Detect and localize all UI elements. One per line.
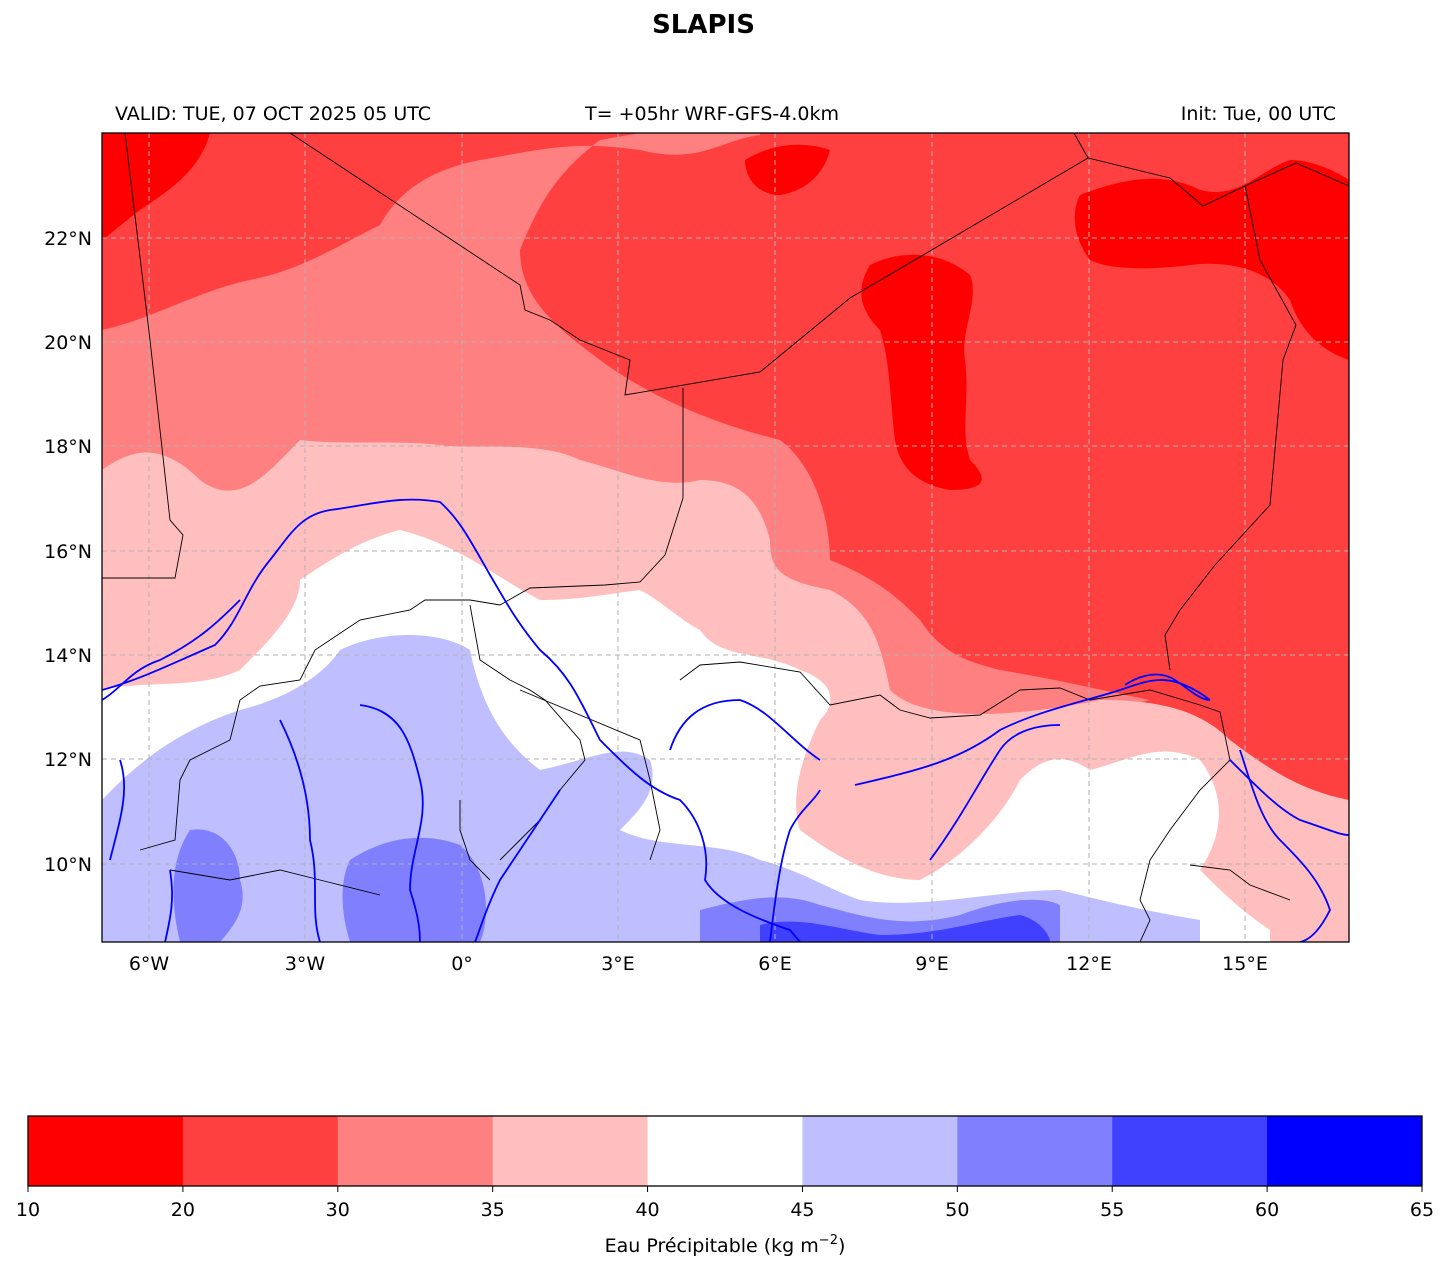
comoe-river [164,869,173,942]
komadugu-river [929,724,1061,861]
benue-river [854,679,1211,786]
niger-river [102,498,801,942]
colorbar-tick-label: 30 [326,1199,350,1221]
bani-river [109,759,126,861]
lat-tick: 14°N [44,645,92,667]
chari-river [1229,759,1349,836]
lon-tick: 15°E [1222,953,1268,975]
niger-inland-delta [102,599,241,701]
colorbar-swatch [957,1116,1113,1186]
lon-tick: 3°E [601,953,635,975]
colorbar-tick-label: 45 [790,1199,814,1221]
lat-tick: 12°N [44,749,92,771]
lon-tick: 0° [451,953,473,975]
colorbar-swatch [802,1116,958,1186]
lat-tick: 10°N [44,854,92,876]
colorbar-tick-label: 50 [945,1199,969,1221]
colorbar-swatch [337,1116,494,1186]
longitude-ticks: 6°W 3°W 0° 3°E 6°E 9°E 12°E 15°E [129,953,1268,975]
lon-tick: 6°E [758,953,792,975]
volta-river [279,719,321,942]
lon-tick: 9°E [915,953,949,975]
country-borders [102,133,1349,942]
oti-river [359,704,424,942]
lat-tick: 16°N [44,541,92,563]
lake-chad-shore [1124,673,1211,701]
logone-river [1239,749,1331,942]
lat-tick: 18°N [44,436,92,458]
precipitable-water-field [102,133,1349,942]
map-frame [101,132,1350,943]
lon-tick: 12°E [1066,953,1112,975]
colorbar-swatch [28,1116,184,1186]
colorbar-tick-label: 65 [1410,1199,1434,1221]
valid-time-label: VALID: TUE, 07 OCT 2025 05 UTC [115,103,431,125]
lon-tick: 3°W [285,953,326,975]
colorbar-tick-label: 55 [1100,1199,1124,1221]
band-50-55 [173,829,1060,942]
rivers [102,498,1349,942]
sota-river [474,789,561,942]
colorbar-swatch [647,1116,803,1186]
colorbar-frame [27,1115,1423,1187]
band-55-60 [760,915,1050,942]
colorbar-tick-label: 10 [16,1199,40,1221]
colorbar-label: Eau Précipitable (kg m−2) [605,1233,846,1257]
gongola-river [769,789,821,942]
lat-tick: 22°N [44,228,92,250]
kaduna-river [669,699,821,761]
forecast-hour-label: T= +05hr WRF-GFS-4.0km [585,103,839,125]
colorbar-tick-label: 40 [635,1199,659,1221]
colorbar-tick-label: 60 [1255,1199,1279,1221]
map-title: SLAPIS [652,10,755,40]
latitude-ticks: 22°N 20°N 18°N 16°N 14°N 12°N 10°N [44,228,92,876]
colorbar-swatch [1267,1116,1423,1186]
init-time-label: Init: Tue, 00 UTC [1180,103,1336,125]
colorbar-tick-label: 35 [481,1199,505,1221]
graticule [102,133,1349,942]
colorbar-swatch [492,1116,649,1186]
colorbar-tick-label: 20 [171,1199,195,1221]
colorbar-swatch [1112,1116,1268,1186]
lat-tick: 20°N [44,332,92,354]
lon-tick: 6°W [129,953,170,975]
colorbar: 10 20 30 35 40 45 50 55 60 65 Eau Précipitable (k… [16,1115,1434,1257]
colorbar-swatch [182,1116,339,1186]
